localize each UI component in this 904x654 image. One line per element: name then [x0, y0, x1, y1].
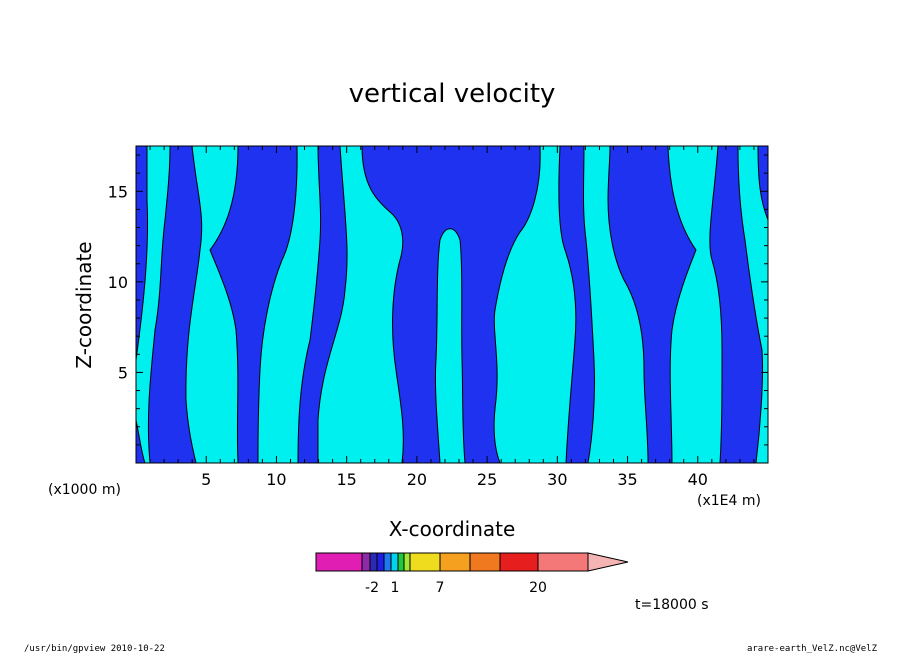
footer-right: arare-earth_VelZ.nc@VelZ	[747, 644, 878, 654]
x-unit-note: (x1E4 m)	[697, 493, 761, 509]
colorbar-segment	[361, 552, 371, 572]
x-tick-label: 35	[617, 470, 637, 489]
colorbar-segment	[397, 552, 405, 572]
y-ticks: 5 10 15	[108, 154, 768, 446]
x-tick-label: 40	[688, 470, 708, 489]
colorbar-segment	[369, 552, 378, 572]
contour-band-1	[135, 145, 149, 361]
x-tick-label: 10	[266, 470, 286, 489]
colorbar-labels: -2 1 7 20	[365, 580, 547, 596]
colorbar-segment	[499, 552, 539, 572]
colorbar-extend-arrow	[587, 552, 629, 572]
colorbar-segment	[403, 552, 411, 572]
chart-title: vertical velocity	[349, 79, 556, 109]
colorbar-label: -2	[365, 580, 379, 596]
y-tick-label: 10	[108, 273, 128, 292]
time-label: t=18000 s	[635, 597, 709, 613]
x-tick-label: 25	[477, 470, 497, 489]
colorbar-segment	[439, 552, 471, 572]
colorbar-segment	[537, 552, 589, 572]
contour-band-7	[607, 145, 697, 464]
colorbar-segment	[383, 552, 392, 572]
colorbar-segment	[315, 552, 363, 572]
colorbar-segment	[390, 552, 399, 572]
colorbar-segment	[469, 552, 501, 572]
colorbar-label: 7	[436, 580, 445, 596]
x-tick-label: 20	[407, 470, 427, 489]
colorbar-segment	[409, 552, 441, 572]
x-scale-note: (x1000 m)	[48, 482, 121, 498]
colorbar-segment	[376, 552, 385, 572]
colorbar-label: 1	[391, 580, 400, 596]
y-axis-label: Z-coordinate	[72, 241, 96, 368]
x-axis-label: X-coordinate	[389, 517, 516, 541]
x-tick-label: 30	[547, 470, 567, 489]
x-tick-label: 5	[201, 470, 211, 489]
contour-band-4	[297, 145, 348, 464]
colorbar	[315, 552, 629, 572]
plot-area: 5 10 15 20 25 30 35 40 5 10 15	[108, 145, 769, 489]
x-tick-label: 15	[336, 470, 356, 489]
plot-frame	[135, 145, 769, 464]
colorbar-label: 20	[529, 580, 547, 596]
footer-left: /usr/bin/gpview 2010-10-22	[24, 644, 165, 654]
contour-fill	[135, 145, 769, 464]
x-ticks: 5 10 15 20 25 30 35 40	[149, 146, 755, 489]
y-tick-label: 5	[118, 363, 128, 382]
contour-band-5	[361, 145, 541, 464]
y-tick-label: 15	[108, 182, 128, 201]
